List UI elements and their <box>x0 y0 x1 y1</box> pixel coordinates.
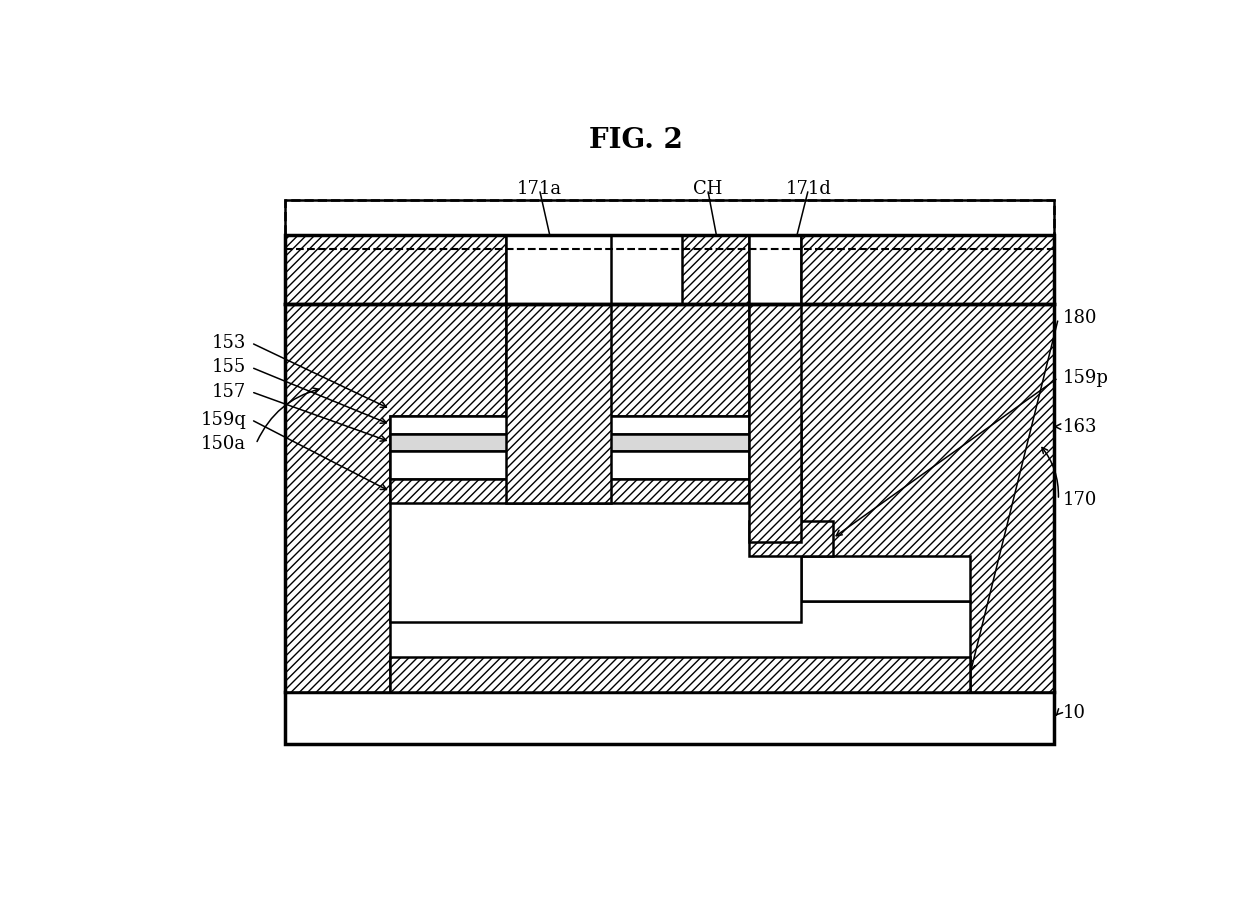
Bar <box>285 200 1054 745</box>
Bar <box>391 416 749 434</box>
Bar <box>391 416 801 622</box>
Bar <box>391 451 749 479</box>
Text: 163: 163 <box>1063 417 1097 435</box>
Bar <box>391 434 749 451</box>
Text: FIG. 2: FIG. 2 <box>589 127 682 154</box>
Text: 157: 157 <box>212 383 247 401</box>
Bar <box>801 556 970 601</box>
Bar <box>506 305 611 503</box>
Text: 155: 155 <box>212 358 247 376</box>
Text: 170: 170 <box>1063 491 1097 509</box>
Bar <box>285 235 506 305</box>
Bar <box>285 305 506 692</box>
Bar <box>749 305 801 541</box>
Bar <box>801 305 1054 692</box>
Bar <box>391 657 970 692</box>
Text: 159q: 159q <box>201 411 247 429</box>
Bar <box>506 235 611 305</box>
Bar <box>285 200 1054 745</box>
Bar <box>391 601 970 692</box>
Bar <box>749 235 801 305</box>
Text: 150a: 150a <box>201 435 247 454</box>
Text: 171d: 171d <box>786 180 831 198</box>
Bar <box>285 692 1054 745</box>
Text: 159p: 159p <box>1063 369 1109 386</box>
Text: 153: 153 <box>212 334 247 352</box>
Bar <box>682 235 749 305</box>
Text: CH: CH <box>693 180 722 198</box>
Bar <box>391 479 749 503</box>
Bar <box>749 521 832 556</box>
Bar <box>801 235 1054 305</box>
Text: 171a: 171a <box>517 180 562 198</box>
Bar <box>611 305 749 503</box>
Bar <box>285 235 1054 305</box>
Text: 10: 10 <box>1063 704 1086 722</box>
Text: 180: 180 <box>1063 309 1097 327</box>
